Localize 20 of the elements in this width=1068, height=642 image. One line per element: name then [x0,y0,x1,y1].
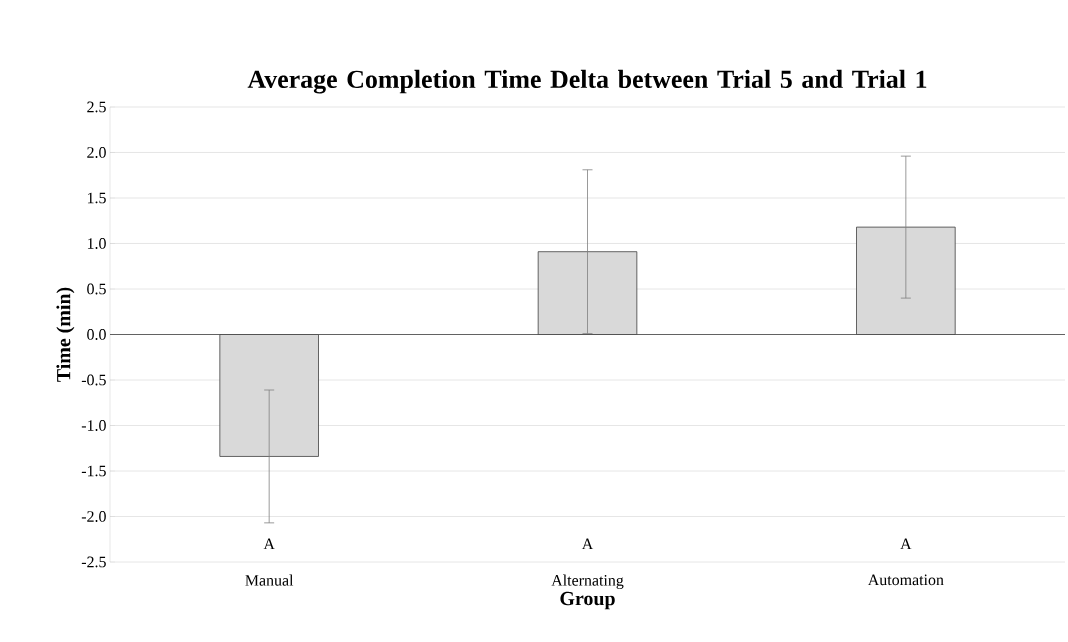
y-tick-label: 1.5 [87,192,106,204]
x-tick-label: Manual [245,574,294,586]
annotation: A [581,538,594,550]
y-tick-label: -2.0 [81,511,106,522]
y-tick-label: 0.5 [87,283,106,295]
y-tick-label: -0.5 [81,374,106,386]
chart-title: Average Completion Time Delta between Trial 5 and Trial 1 [247,69,927,94]
x-tick-label: Alternating [551,574,624,590]
y-tick-label: -2.5 [81,556,106,568]
y-axis-title: Time (min) [56,287,75,382]
y-tick-label: 1.0 [87,238,106,249]
x-tick-label: Automation [867,574,944,586]
y-tick-label: 2.5 [87,101,106,113]
x-axis-title: Group [560,591,615,610]
y-tick-label: 2.0 [87,147,106,158]
y-tick-label: -1.5 [81,465,106,477]
annotation: A [263,538,275,550]
annotation: A [900,538,912,550]
y-tick-label: -1.0 [81,420,106,431]
y-tick-label: 0.0 [87,329,106,340]
